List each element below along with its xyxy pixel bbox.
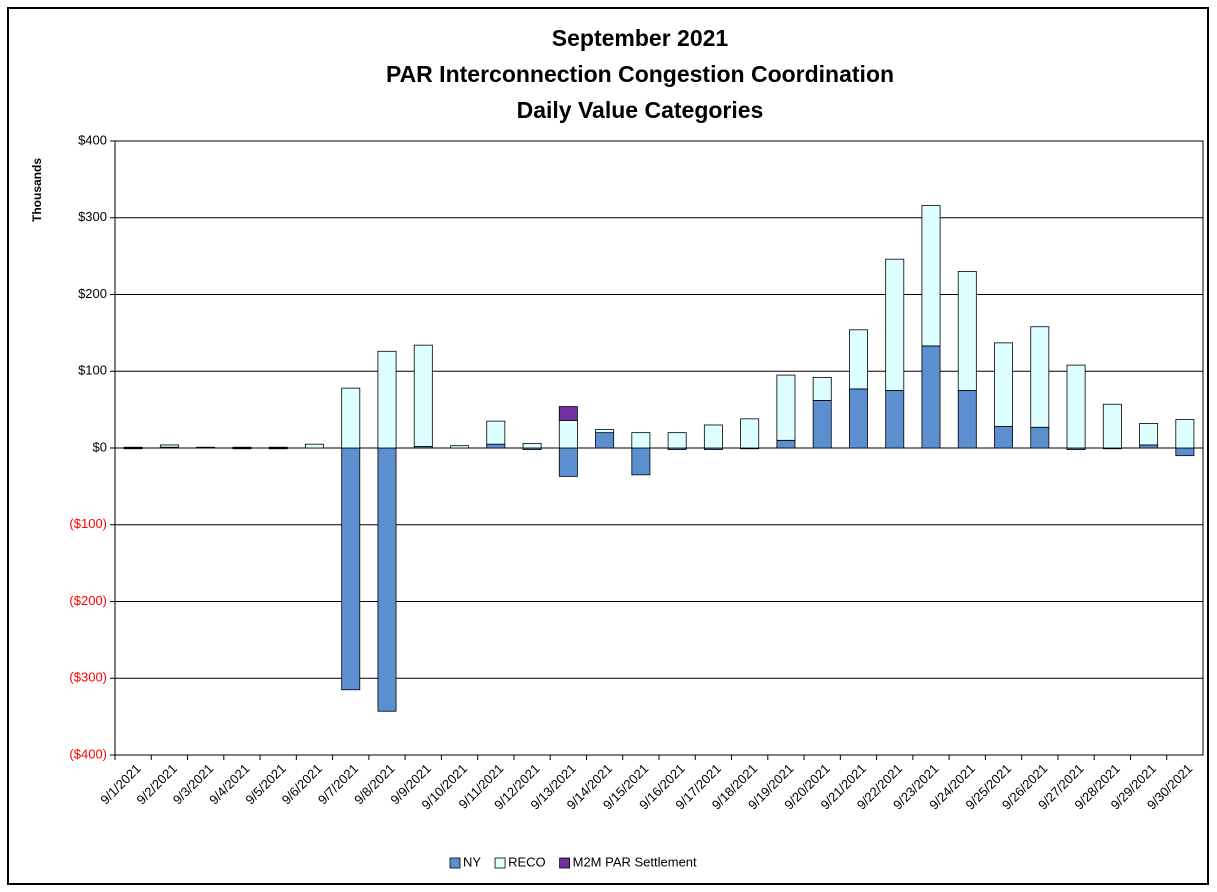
bar bbox=[1175, 447, 1195, 457]
bar bbox=[849, 329, 868, 390]
bar bbox=[558, 447, 578, 477]
bar bbox=[776, 439, 796, 449]
bar bbox=[631, 432, 651, 449]
bar bbox=[1102, 403, 1122, 449]
bar bbox=[196, 446, 216, 449]
chart-title: PAR Interconnection Congestion Coordinat… bbox=[386, 61, 894, 87]
bar bbox=[994, 342, 1014, 427]
bar bbox=[1030, 426, 1050, 449]
bar bbox=[921, 205, 941, 347]
bar bbox=[341, 387, 361, 449]
legend-label: RECO bbox=[508, 854, 546, 869]
bar bbox=[450, 445, 470, 449]
bar bbox=[159, 444, 179, 448]
bar bbox=[740, 418, 760, 449]
bar bbox=[885, 390, 905, 449]
bar bbox=[921, 345, 941, 449]
y-tick-label: ($400) bbox=[69, 746, 107, 761]
bar bbox=[486, 443, 506, 449]
y-tick-label: $200 bbox=[78, 286, 107, 301]
y-axis-label: Thousands bbox=[30, 158, 44, 222]
bar bbox=[377, 350, 397, 449]
bar bbox=[1066, 364, 1086, 449]
y-tick-label: $400 bbox=[78, 132, 107, 147]
bar bbox=[558, 406, 578, 421]
bar bbox=[1030, 326, 1050, 428]
bar bbox=[1175, 419, 1195, 449]
bar bbox=[341, 447, 361, 691]
bar bbox=[776, 374, 796, 441]
bar bbox=[1139, 444, 1159, 449]
y-tick-label: ($300) bbox=[69, 670, 107, 685]
y-tick-label: $0 bbox=[93, 439, 107, 454]
legend-label: M2M PAR Settlement bbox=[573, 854, 697, 869]
bar bbox=[304, 443, 324, 449]
bar bbox=[703, 424, 723, 449]
bar bbox=[1139, 423, 1159, 446]
y-tick-label: $100 bbox=[78, 363, 107, 378]
bar bbox=[957, 271, 977, 391]
bar bbox=[849, 388, 868, 449]
bar bbox=[522, 442, 542, 449]
chart-title: September 2021 bbox=[552, 25, 729, 51]
bar bbox=[957, 390, 977, 449]
bar bbox=[595, 429, 615, 434]
bar bbox=[232, 446, 252, 449]
bar bbox=[667, 432, 687, 449]
bar bbox=[558, 419, 578, 449]
bar bbox=[812, 376, 832, 401]
legend-swatch bbox=[449, 857, 461, 869]
bar bbox=[486, 420, 506, 445]
bar bbox=[123, 446, 143, 449]
legend-label: NY bbox=[463, 854, 481, 869]
bar bbox=[377, 447, 397, 712]
y-tick-label: $300 bbox=[78, 209, 107, 224]
bar bbox=[631, 447, 651, 476]
bar bbox=[595, 432, 615, 449]
legend-swatch bbox=[494, 857, 506, 869]
bar bbox=[413, 344, 433, 447]
bar bbox=[812, 400, 832, 449]
bar bbox=[994, 426, 1014, 449]
bar bbox=[268, 446, 288, 449]
legend-swatch bbox=[559, 857, 571, 869]
y-tick-label: ($100) bbox=[69, 516, 107, 531]
bar bbox=[885, 258, 905, 391]
chart-title: Daily Value Categories bbox=[517, 97, 764, 123]
y-tick-label: ($200) bbox=[69, 593, 107, 608]
